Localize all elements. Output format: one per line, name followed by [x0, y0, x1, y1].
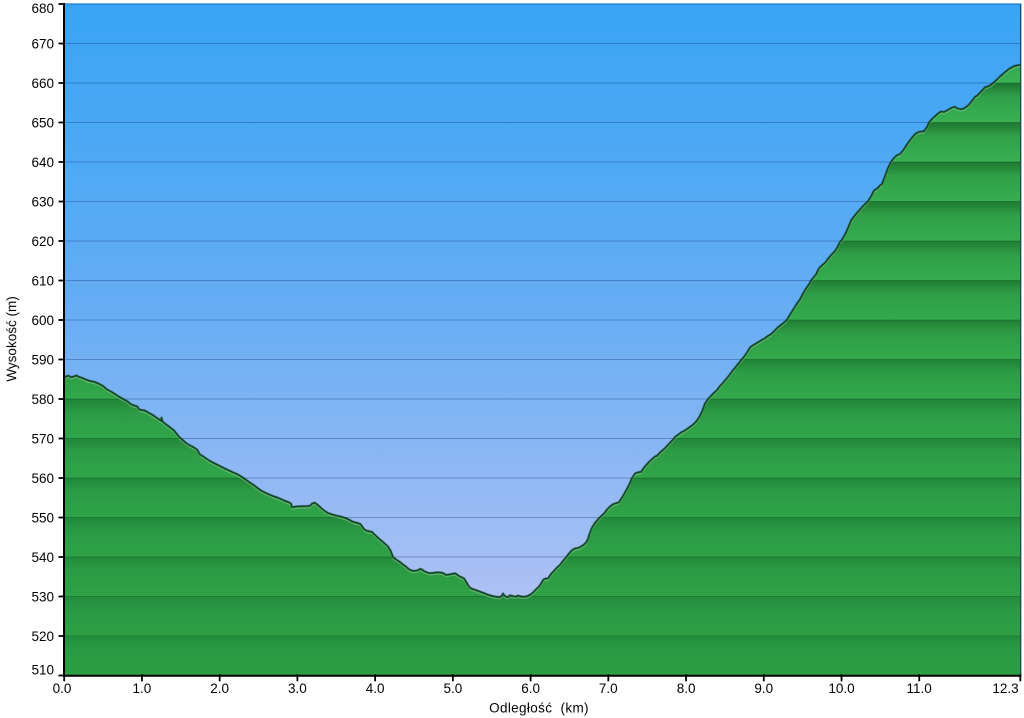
svg-text:11.0: 11.0 — [907, 681, 932, 696]
svg-text:5.0: 5.0 — [444, 681, 463, 696]
svg-text:630: 630 — [31, 194, 54, 209]
svg-text:3.0: 3.0 — [288, 681, 307, 696]
svg-text:510: 510 — [31, 663, 54, 678]
svg-text:Odległość (km): Odległość (km) — [489, 700, 589, 715]
svg-text:10.0: 10.0 — [828, 681, 854, 696]
svg-text:6.0: 6.0 — [521, 681, 540, 696]
svg-text:620: 620 — [31, 234, 54, 249]
svg-text:0.0: 0.0 — [53, 681, 72, 696]
svg-text:4.0: 4.0 — [366, 681, 385, 696]
svg-text:580: 580 — [31, 392, 54, 407]
svg-text:8.0: 8.0 — [677, 681, 696, 696]
svg-text:570: 570 — [31, 431, 54, 446]
svg-text:550: 550 — [31, 510, 54, 525]
svg-text:590: 590 — [31, 352, 54, 367]
svg-text:7.0: 7.0 — [599, 681, 618, 696]
svg-text:12.3: 12.3 — [992, 681, 1018, 696]
svg-text:560: 560 — [31, 471, 54, 486]
svg-text:640: 640 — [31, 155, 54, 170]
svg-text:680: 680 — [31, 1, 54, 16]
svg-text:650: 650 — [31, 115, 54, 130]
svg-text:520: 520 — [31, 629, 54, 644]
svg-text:670: 670 — [31, 36, 54, 51]
svg-text:530: 530 — [31, 589, 54, 604]
svg-text:1.0: 1.0 — [133, 681, 152, 696]
svg-text:600: 600 — [31, 313, 54, 328]
svg-text:540: 540 — [31, 550, 54, 565]
svg-text:610: 610 — [31, 273, 54, 288]
svg-text:2.0: 2.0 — [210, 681, 229, 696]
svg-text:660: 660 — [31, 76, 54, 91]
svg-text:Wysokość (m): Wysokość (m) — [4, 296, 19, 381]
svg-text:9.0: 9.0 — [754, 681, 773, 696]
